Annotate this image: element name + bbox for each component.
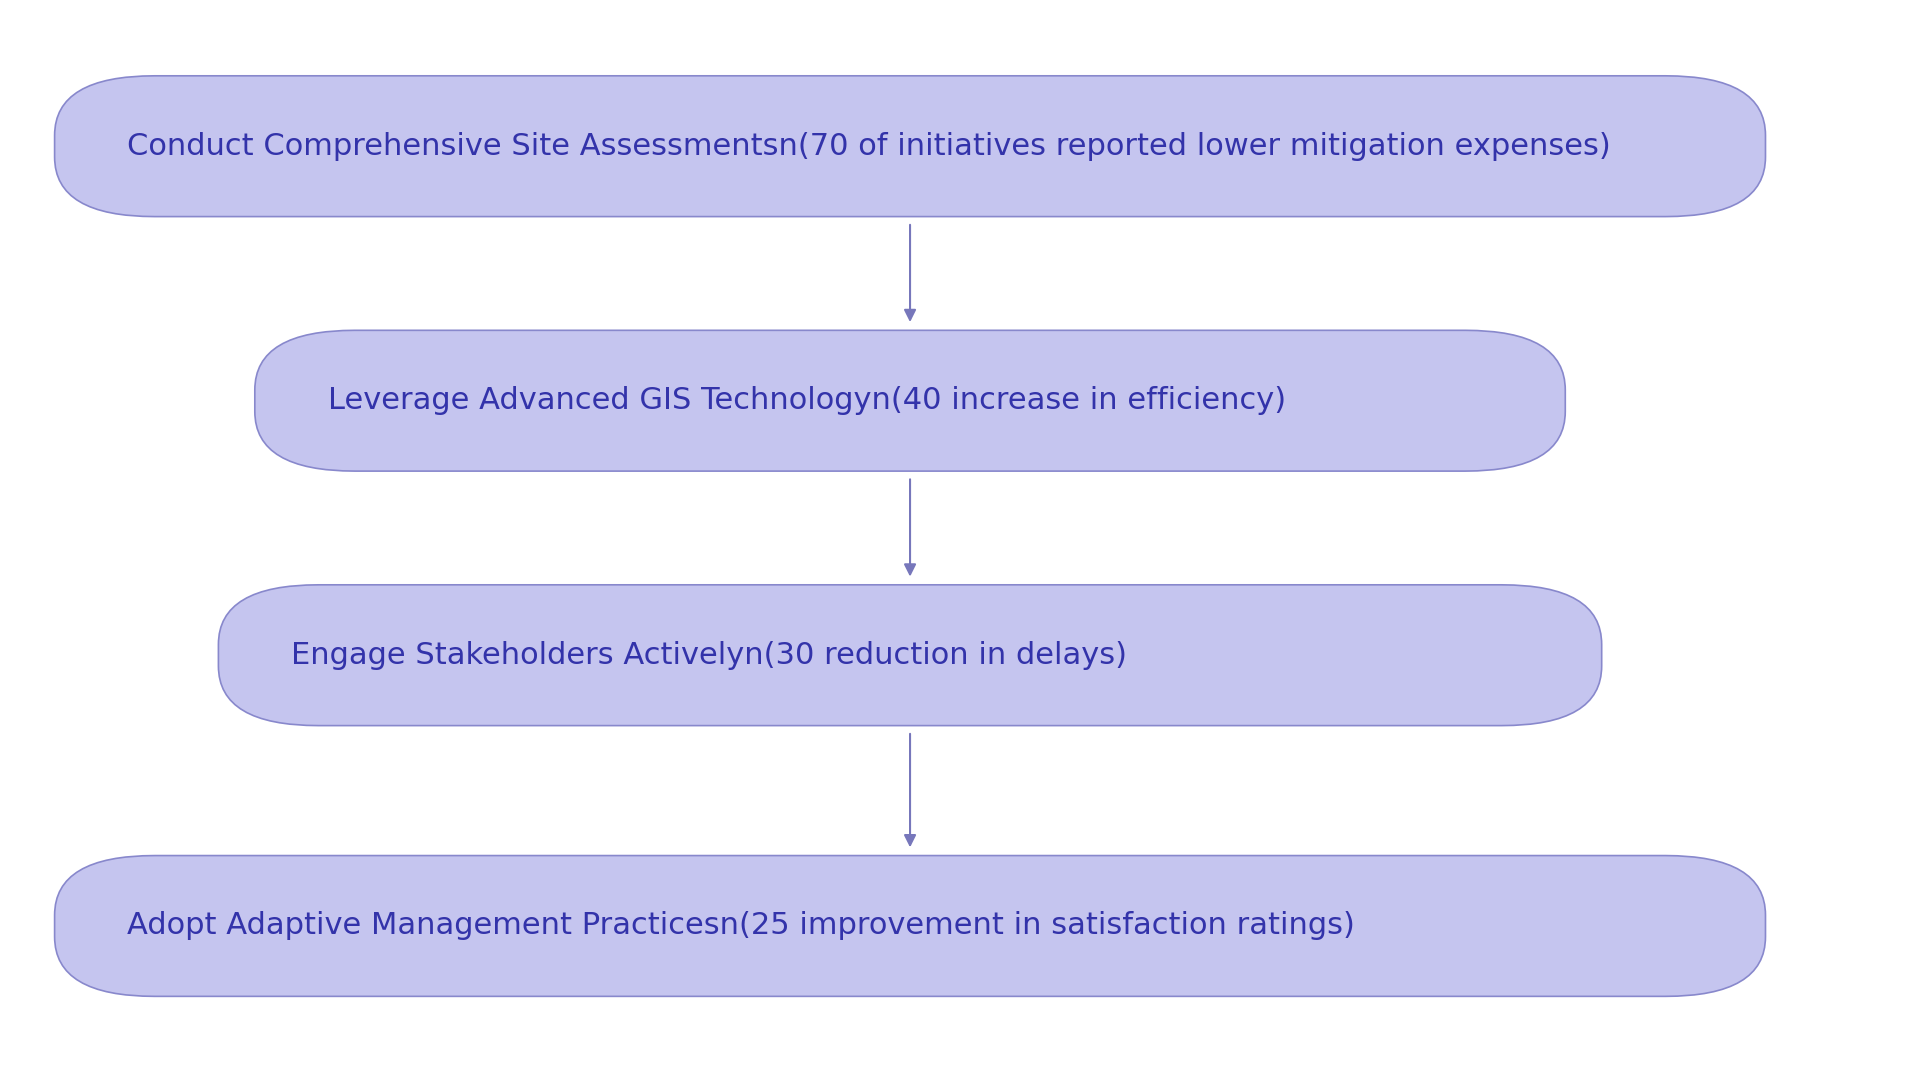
Text: Adopt Adaptive Management Practicesn(25 improvement in satisfaction ratings): Adopt Adaptive Management Practicesn(25 …: [127, 912, 1356, 940]
Text: Leverage Advanced GIS Technologyn(40 increase in efficiency): Leverage Advanced GIS Technologyn(40 inc…: [328, 387, 1286, 415]
FancyBboxPatch shape: [54, 856, 1766, 996]
Text: Conduct Comprehensive Site Assessmentsn(70 of initiatives reported lower mitigat: Conduct Comprehensive Site Assessmentsn(…: [127, 132, 1611, 160]
FancyBboxPatch shape: [255, 330, 1565, 471]
FancyBboxPatch shape: [219, 585, 1601, 726]
Text: Engage Stakeholders Activelyn(30 reduction in delays): Engage Stakeholders Activelyn(30 reducti…: [292, 641, 1127, 669]
FancyBboxPatch shape: [54, 76, 1766, 217]
